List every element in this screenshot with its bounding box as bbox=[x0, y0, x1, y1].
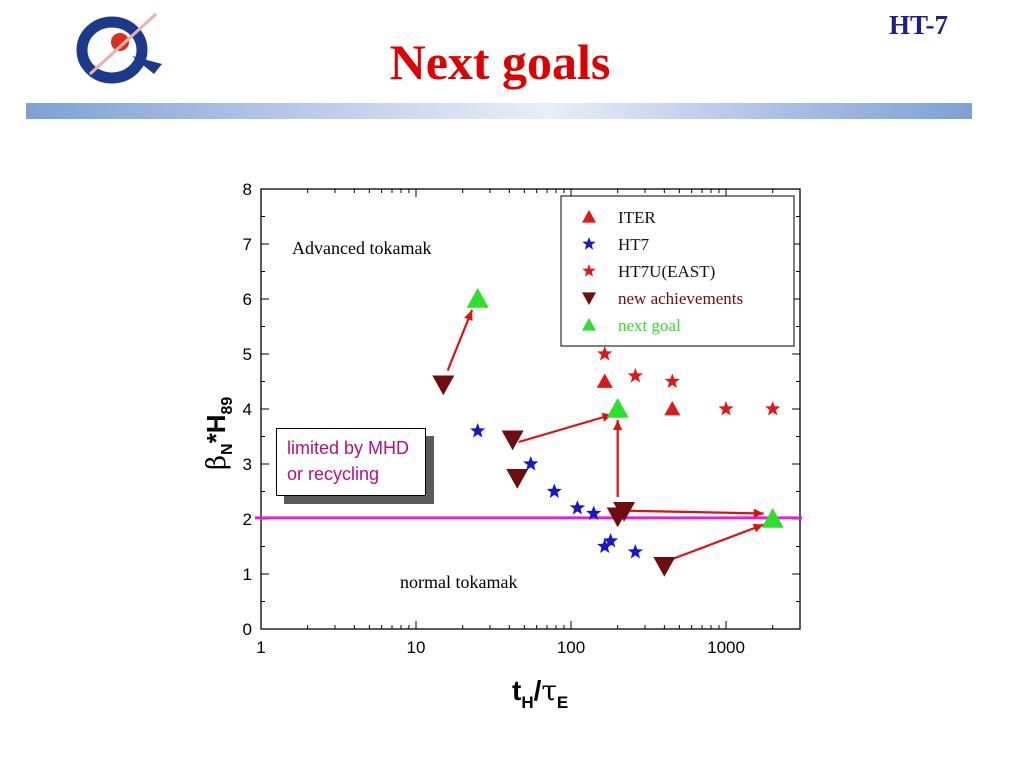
x-axis-label: tH/τE bbox=[512, 674, 568, 712]
y-tick-label: 8 bbox=[243, 180, 252, 199]
point-new-achievements bbox=[506, 468, 529, 489]
region-label-advanced: Advanced tokamak bbox=[292, 238, 431, 258]
point-new-achievements bbox=[432, 375, 455, 396]
point-iter bbox=[596, 373, 613, 388]
point-ht7 bbox=[586, 505, 602, 520]
y-axis-label-h: *H bbox=[201, 415, 231, 444]
y-axis-label-sub-89: 89 bbox=[219, 397, 236, 415]
y-axis-label: βN*H89 bbox=[201, 397, 236, 470]
point-ht7u-east bbox=[718, 401, 734, 416]
y-tick-label: 2 bbox=[243, 510, 252, 529]
x-axis-label-sub-e: E bbox=[557, 693, 568, 712]
y-tick-label: 4 bbox=[243, 400, 252, 419]
point-ht7 bbox=[597, 538, 613, 553]
legend-marker-iter bbox=[582, 210, 596, 223]
legend-label-next-goal: next goal bbox=[618, 316, 681, 335]
header-divider bbox=[26, 103, 972, 119]
legend-label-ht7u-east: HT7U(EAST) bbox=[618, 262, 715, 281]
point-ht7u-east bbox=[664, 373, 680, 388]
institute-logo bbox=[76, 12, 162, 84]
note-line-2: or recycling bbox=[287, 464, 380, 484]
point-ht7 bbox=[523, 456, 539, 471]
trend-arrow bbox=[668, 523, 765, 562]
trend-arrow bbox=[629, 508, 764, 518]
x-axis-label-t: t bbox=[512, 675, 521, 706]
y-tick-label: 6 bbox=[243, 290, 252, 309]
trend-arrow bbox=[446, 309, 474, 371]
point-new-achievements bbox=[653, 556, 676, 577]
point-ht7 bbox=[627, 544, 643, 559]
trend-arrow bbox=[613, 420, 623, 497]
y-tick-label: 5 bbox=[243, 345, 252, 364]
y-tick-label: 7 bbox=[243, 235, 252, 254]
legend-frame bbox=[560, 195, 795, 347]
legend-label-iter: ITER bbox=[618, 208, 656, 227]
x-axis-label-tau: τ bbox=[541, 674, 557, 707]
point-next-goal bbox=[761, 508, 784, 528]
trend-arrow bbox=[518, 412, 613, 444]
x-axis-label-sub-h: H bbox=[521, 693, 533, 712]
legend-marker-ht7 bbox=[582, 237, 596, 250]
svg-text:βN*H89: βN*H89 bbox=[201, 397, 236, 470]
point-ht7u-east bbox=[627, 368, 643, 383]
y-tick-label: 3 bbox=[243, 455, 252, 474]
legend-label-new-achievements: new achievements bbox=[618, 289, 743, 308]
mhd-note-box: limited by MHD or recycling bbox=[276, 428, 426, 496]
legend-marker-next-goal bbox=[582, 318, 596, 331]
legend: ITER HT7 HT7U(EAST) new achievements next go… bbox=[560, 195, 795, 347]
slide-title: Next goals bbox=[389, 34, 611, 90]
point-next-goal bbox=[466, 288, 489, 308]
point-ht7u-east bbox=[597, 346, 613, 361]
point-next-goal bbox=[606, 398, 629, 418]
note-line-1: limited by MHD bbox=[287, 438, 410, 458]
y-tick-label: 1 bbox=[243, 565, 252, 584]
point-new-achievements bbox=[613, 501, 636, 522]
svg-text:tH/τE: tH/τE bbox=[512, 674, 568, 712]
x-tick-label: 1 bbox=[256, 638, 265, 657]
x-tick-label: 10 bbox=[407, 638, 426, 657]
region-label-normal: normal tokamak bbox=[400, 572, 517, 592]
x-tick-label: 100 bbox=[557, 638, 585, 657]
y-tick-label: 0 bbox=[243, 620, 252, 639]
y-axis-label-beta: β bbox=[202, 455, 232, 470]
corner-tag: HT-7 bbox=[888, 10, 948, 40]
point-new-achievements bbox=[501, 430, 524, 451]
y-axis-label-sub-n: N bbox=[219, 443, 236, 455]
point-iter bbox=[664, 401, 681, 416]
point-ht7 bbox=[546, 483, 562, 498]
legend-marker-ht7u-east bbox=[582, 264, 596, 277]
point-ht7 bbox=[603, 533, 619, 548]
x-tick-label: 1000 bbox=[707, 638, 745, 657]
x-axis-label-slash: / bbox=[534, 675, 542, 706]
legend-marker-new-achievements bbox=[582, 292, 596, 305]
point-ht7 bbox=[569, 500, 586, 515]
point-ht7u-east bbox=[765, 401, 781, 416]
point-ht7 bbox=[470, 423, 486, 438]
legend-label-ht7: HT7 bbox=[618, 235, 650, 254]
